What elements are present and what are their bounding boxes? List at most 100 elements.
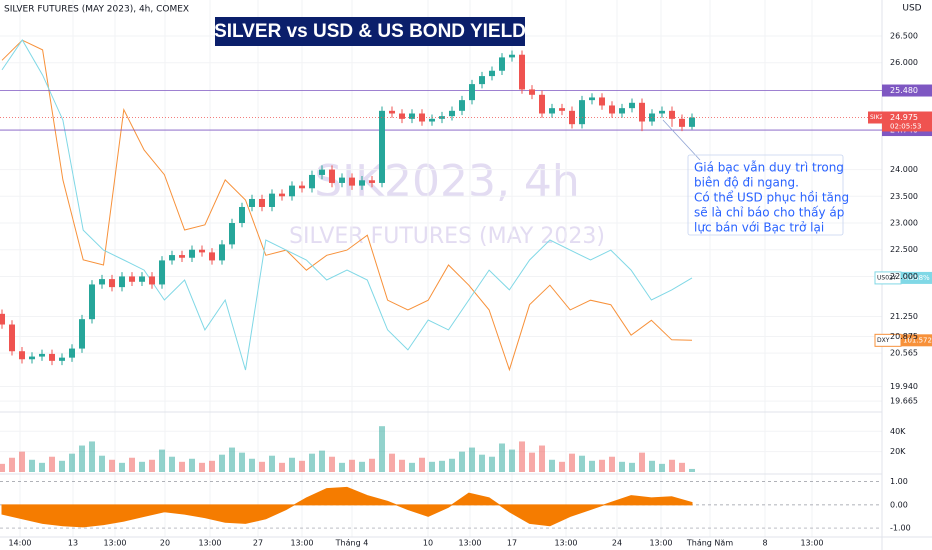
- volume-bar: [9, 457, 15, 472]
- candle-body: [379, 110, 385, 183]
- candle-body: [189, 249, 195, 258]
- watermark-subtitle: SILVER FUTURES (MAY 2023): [289, 224, 605, 249]
- volume-bar: [39, 462, 45, 472]
- currency: USD: [902, 4, 921, 14]
- candle-body: [539, 94, 545, 114]
- candle-body: [619, 108, 625, 114]
- candle-body: [209, 252, 215, 261]
- y-tick-label: 22.500: [890, 245, 918, 254]
- volume-bar: [329, 456, 335, 472]
- volume-bar: [419, 457, 425, 472]
- watermark: SIK2023, 4h: [314, 156, 580, 207]
- candle-body: [489, 70, 495, 77]
- annotation-line: lực bán với Bạc trở lại: [694, 221, 824, 235]
- candle-body: [269, 193, 275, 207]
- volume-bar: [479, 454, 485, 472]
- candle-body: [409, 113, 415, 119]
- volume-bar: [69, 453, 75, 472]
- candle-body: [149, 276, 155, 285]
- volume-bar: [679, 462, 685, 472]
- volume-bar: [509, 449, 515, 472]
- candle-body: [319, 169, 325, 175]
- volume-bar: [349, 459, 355, 472]
- volume-bar: [79, 445, 85, 472]
- candle-body: [139, 276, 145, 282]
- candle-body: [329, 169, 335, 183]
- candle-body: [199, 249, 205, 253]
- volume-bar: [149, 459, 155, 472]
- annotation: Giá bạc vẫn duy trì trong biên độ đi nga…: [694, 161, 849, 235]
- volume-bar: [399, 459, 405, 472]
- volume-bar: [109, 459, 115, 472]
- candle-body: [469, 84, 475, 101]
- y-tick-label: 21.250: [890, 312, 918, 321]
- volume-bar: [409, 462, 415, 472]
- candle-body: [289, 185, 295, 197]
- annotation-line: biên độ đi ngang.: [694, 176, 799, 190]
- volume-bar: [339, 462, 345, 472]
- overlay-value-tag: [901, 334, 932, 347]
- candle-body: [549, 108, 555, 114]
- y-tick-label: 23.500: [890, 192, 918, 201]
- volume-bar: [89, 441, 95, 472]
- volume-bar: [499, 443, 505, 472]
- annotation-line: sẽ là chỉ báo cho thấy áp: [694, 206, 844, 220]
- volume-bar: [299, 460, 305, 472]
- volume-bar: [99, 455, 105, 472]
- candle-body: [609, 105, 615, 114]
- y-tick-label: 19.940: [890, 382, 918, 391]
- volume-bar: [369, 458, 375, 472]
- candle-body: [119, 276, 125, 288]
- volume-bar: [159, 449, 165, 472]
- overlay-value: 4.058%: [903, 274, 930, 282]
- price-label: 24.975: [890, 113, 918, 122]
- volume-bar: [619, 461, 625, 472]
- x-tick-label: 13:00: [290, 539, 313, 548]
- volume-bar: [269, 455, 275, 472]
- annotation-pointer: [662, 119, 701, 161]
- chart-title: SILVER vs USD & US BOND YIELD: [214, 21, 526, 42]
- candle-body: [249, 198, 255, 207]
- candle-body: [169, 255, 175, 261]
- x-tick-label: 13: [68, 539, 78, 548]
- y-tick-label: 0.00: [890, 500, 908, 509]
- volume-bar: [209, 460, 215, 472]
- title-box: [215, 17, 525, 46]
- y-tick-label: 20K: [890, 447, 906, 456]
- candle-body: [519, 54, 525, 90]
- candle-body: [9, 324, 15, 352]
- x-tick-label: 13:00: [649, 539, 672, 548]
- annotation-line: Giá bạc vẫn duy trì trong: [694, 161, 844, 175]
- candle-body: [179, 255, 185, 258]
- candle-body: [629, 102, 635, 109]
- candle-body: [89, 284, 95, 320]
- candle-body: [19, 351, 25, 360]
- volume-bar: [469, 447, 475, 472]
- candle-body: [369, 180, 375, 183]
- overlay-value-tag: [901, 271, 932, 284]
- volume-bar: [549, 459, 555, 472]
- y-tick-label: 26.000: [890, 58, 918, 67]
- overlay-line: [1, 39, 693, 371]
- candle-body: [449, 110, 455, 117]
- volume-bar: [319, 450, 325, 472]
- x-tick-label: Tháng Năm: [686, 539, 733, 548]
- volume-bar: [169, 456, 175, 472]
- y-tick-label: 23.000: [890, 219, 918, 228]
- overlay-value: 101.572: [903, 336, 932, 344]
- x-tick-label: 13:00: [800, 539, 823, 548]
- candle-body: [99, 279, 105, 285]
- candle-body: [29, 356, 35, 360]
- candle-body: [79, 319, 85, 349]
- y-tick-label: 1.00: [890, 477, 908, 486]
- y-tick-label: 24.000: [890, 165, 918, 174]
- header: SILVER FUTURES (MAY 2023), 4h, COMEX: [4, 5, 189, 15]
- volume-bar: [559, 461, 565, 472]
- x-tick-label: 24: [612, 539, 622, 548]
- volume-bar: [199, 462, 205, 472]
- volume-bar: [309, 453, 315, 472]
- candle-body: [49, 353, 55, 361]
- x-tick-label: Tháng 4: [335, 539, 369, 548]
